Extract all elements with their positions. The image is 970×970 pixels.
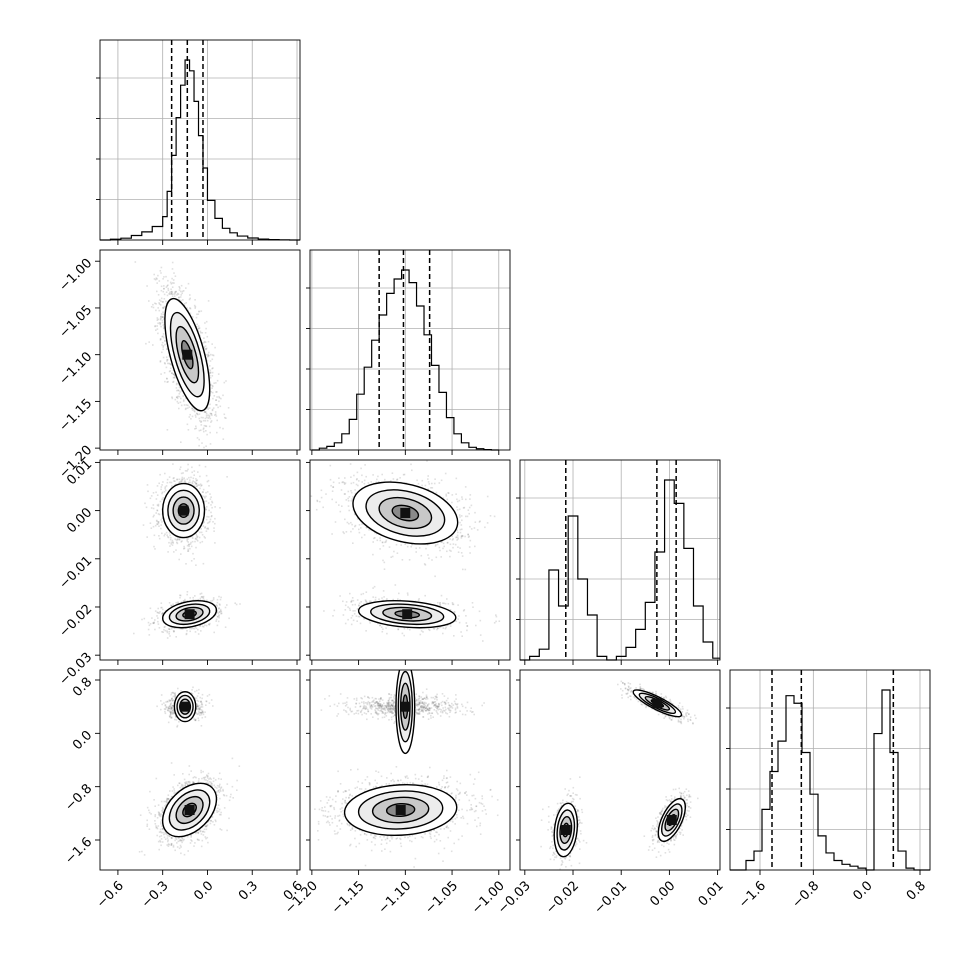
density-peak-3-2-0 [652,698,663,709]
hist-panel-0 [96,39,301,241]
ytick-label-1-m1p15: −1.15 [57,396,96,435]
density-peak-3-0-1 [184,805,195,815]
ytick-label-3-m0p8: −0.8 [62,781,95,814]
hist-step-2 [520,479,720,661]
density-peak-3-1-0 [400,701,411,712]
ytick-label-2-m0p02: −0.02 [57,602,96,641]
xtick-label-1-m1p15: −1.15 [329,878,368,917]
hist-step-1 [311,269,499,451]
xtick-label-0-0p3: 0.3 [236,878,261,903]
joint-frame-2-1 [309,459,511,661]
joint-panel-3-2 [519,669,721,871]
xtick-label-3-0p8: 0.8 [904,878,929,903]
xtick-label-0-m0p6: −0.6 [94,878,127,911]
hist-frame-3 [729,669,931,871]
density-peak-3-1-1 [395,805,406,815]
hist-frame-1 [309,249,511,451]
joint-inner-3-2 [540,680,699,870]
ytick-label-3-m1p6: −1.6 [62,835,95,868]
joint-frame-3-1 [309,669,511,871]
joint-panel-2-1 [309,459,511,661]
ytick-label-1-m1p1: −1.10 [57,349,96,388]
density-peak-2-1-1 [402,609,413,620]
hist-panel-2 [516,459,721,661]
joint-panel-3-0 [99,669,301,871]
joint-frame-3-0 [99,669,301,871]
panels: −0.6 −0.3 0.0 0.3 0.6−1.20 −1.15 −1.10 −1.05 −1.… [57,39,931,917]
joint-panel-1-0 [99,249,301,451]
xtick-label-3-m1p6: −1.6 [736,878,769,911]
density-peak-2-0-1 [184,609,195,620]
hist-step-3 [730,689,930,871]
ytick-label-2-0: 0.00 [64,505,95,536]
joint-panel-3-1 [309,669,511,871]
density-peak-3-2-2 [666,815,677,825]
xtick-label-0-m0p3: −0.3 [139,878,172,911]
xtick-label-0-0: 0.0 [191,878,216,903]
density-peak-3-0-0 [180,701,191,712]
density-peak-1-0-0 [182,349,193,360]
density-peak-2-0-0 [178,505,189,516]
xtick-label-2-0p01: 0.01 [696,878,727,909]
joint-inner-1-0 [134,261,230,449]
ytick-label-1-m1: −1.00 [57,256,96,295]
hist-frame-0 [99,39,301,241]
hist-panel-3 [726,669,931,871]
joint-inner-3-1 [314,670,499,868]
joint-panel-2-0 [99,459,301,661]
joint-frame-1-0 [99,249,301,451]
density-peak-2-1-0 [400,508,411,518]
xtick-label-3-m0p8: −0.8 [789,878,822,911]
ytick-label-1-m1p05: −1.05 [57,303,96,342]
joint-inner-3-0 [138,686,241,856]
ytick-label-3-0: 0.0 [70,728,95,753]
xtick-label-2-0: 0.00 [647,878,678,909]
xtick-label-1-m1p1: −1.10 [376,878,415,917]
xtick-label-3-0: 0.0 [851,878,876,903]
xtick-label-1-m1p05: −1.05 [422,878,461,917]
ytick-label-2-m0p01: −0.01 [57,553,96,592]
hist-panel-1 [306,249,511,451]
xtick-label-2-m0p02: −0.02 [543,878,582,917]
xtick-label-2-m0p01: −0.01 [591,878,630,917]
hist-frame-2 [519,459,721,661]
joint-frame-2-0 [99,459,301,661]
hist-step-0 [100,59,300,241]
density-peak-3-2-1 [560,825,571,835]
scatter-points-3-1 [314,688,499,868]
joint-inner-2-1 [310,460,501,642]
joint-inner-2-0 [133,463,241,639]
joint-frame-3-2 [519,669,721,871]
